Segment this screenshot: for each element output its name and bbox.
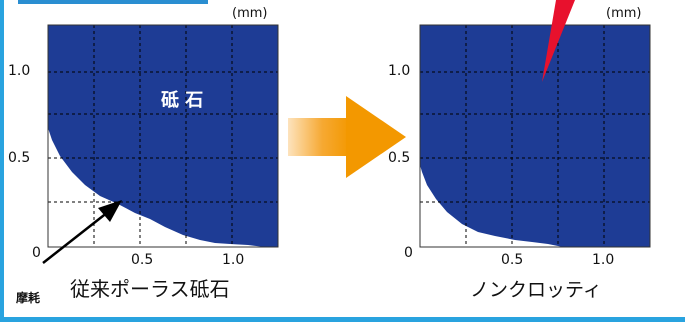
left-x-tick-1.0: 1.0 xyxy=(222,252,245,268)
left-y-tick-1.0: 1.0 xyxy=(8,63,31,79)
left-grid xyxy=(48,25,278,247)
right-wheel-region xyxy=(420,25,650,247)
right-unit-label: (mm) xyxy=(606,6,642,21)
right-grid xyxy=(420,25,650,247)
right-chart-plot xyxy=(419,24,651,248)
transition-arrow xyxy=(288,96,406,178)
right-y-tick-0.5: 0.5 xyxy=(388,150,411,166)
left-caption: 従来ポーラス砥石 xyxy=(70,277,230,301)
right-y-tick-0: 0 xyxy=(404,245,413,261)
left-wheel-region xyxy=(48,25,278,247)
left-y-tick-0: 0 xyxy=(32,245,41,261)
right-x-tick-1.0: 1.0 xyxy=(592,252,615,268)
red-pointer xyxy=(542,0,575,82)
frame-left-border xyxy=(0,0,4,322)
left-x-tick-0.5: 0.5 xyxy=(131,252,154,268)
wear-label: 摩耗 xyxy=(16,291,41,305)
right-caption: ノンクロッティ xyxy=(470,279,602,301)
right-y-tick-1.0: 1.0 xyxy=(388,63,411,79)
left-y-tick-0.5: 0.5 xyxy=(8,150,31,166)
left-unit-label: (mm) xyxy=(232,6,268,21)
left-chart-plot xyxy=(47,24,279,248)
wear-arrow xyxy=(42,200,122,264)
header-strip xyxy=(18,0,208,4)
right-x-tick-0.5: 0.5 xyxy=(501,252,524,268)
frame-bottom-border xyxy=(0,317,685,322)
grinding-wheel-label: 砥 石 xyxy=(161,90,204,111)
